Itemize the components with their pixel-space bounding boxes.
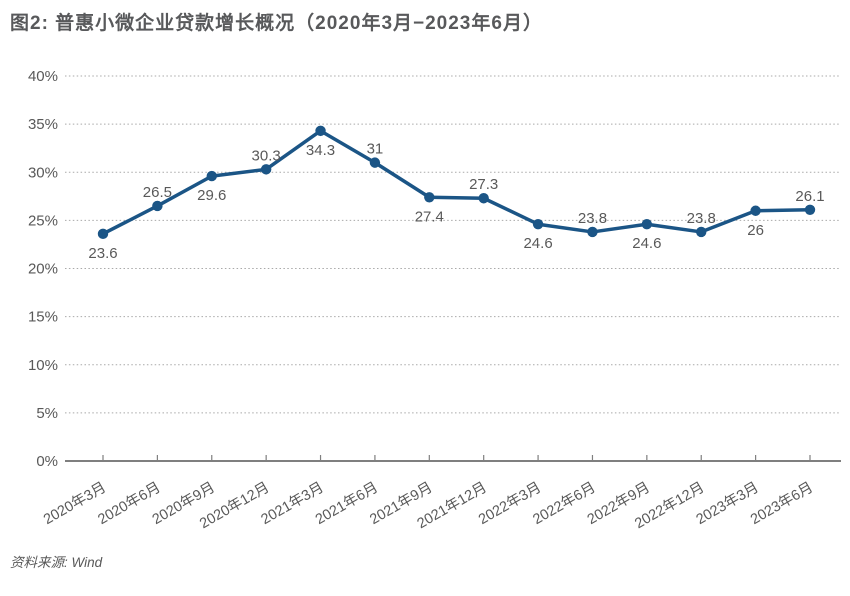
data-point-label: 23.6	[88, 245, 117, 262]
data-point	[97, 228, 109, 240]
chart-title: 图2: 普惠小微企业贷款增长概况（2020年3月−2023年6月）	[10, 13, 543, 34]
data-point-label: 27.4	[415, 208, 444, 225]
x-axis-tick-label: 2023年6月	[747, 479, 816, 528]
y-axis-tick-label: 40%	[28, 68, 58, 85]
trend-line	[101, 129, 812, 236]
data-point-label: 27.3	[469, 176, 498, 193]
data-point-label: 23.8	[578, 210, 607, 227]
y-axis-tick-label: 30%	[28, 164, 58, 181]
data-point	[587, 226, 598, 238]
data-point	[532, 219, 544, 230]
data-point	[478, 193, 489, 204]
y-axis-tick-label: 35%	[28, 116, 58, 133]
data-point-label: 30.3	[252, 147, 281, 164]
data-point	[750, 205, 761, 216]
data-source-note: 资料来源: Wind	[10, 555, 103, 570]
data-point	[424, 192, 435, 203]
data-point-label: 23.8	[687, 210, 716, 227]
data-point	[260, 164, 272, 175]
y-axis-tick-label: 0%	[36, 453, 58, 470]
data-point-label: 24.6	[523, 235, 552, 252]
data-point	[369, 157, 381, 168]
data-point	[641, 219, 653, 230]
data-point-label: 26.5	[143, 184, 172, 201]
data-point	[152, 200, 163, 212]
y-axis-tick-label: 25%	[28, 212, 58, 229]
data-point-label: 29.6	[197, 187, 226, 204]
data-point	[315, 125, 326, 137]
data-point-label: 26	[747, 222, 764, 239]
data-point-label: 34.3	[306, 142, 335, 159]
y-axis-tick-label: 15%	[28, 309, 58, 326]
data-point	[206, 170, 217, 182]
y-axis-tick-label: 10%	[28, 357, 58, 374]
data-point-label: 24.6	[632, 235, 661, 252]
y-axis-tick-label: 5%	[36, 405, 58, 422]
data-point-label: 26.1	[795, 188, 824, 205]
data-point-label: 31	[367, 141, 384, 158]
data-point	[804, 204, 816, 215]
y-axis-tick-label: 20%	[28, 261, 58, 278]
data-point	[696, 226, 707, 238]
